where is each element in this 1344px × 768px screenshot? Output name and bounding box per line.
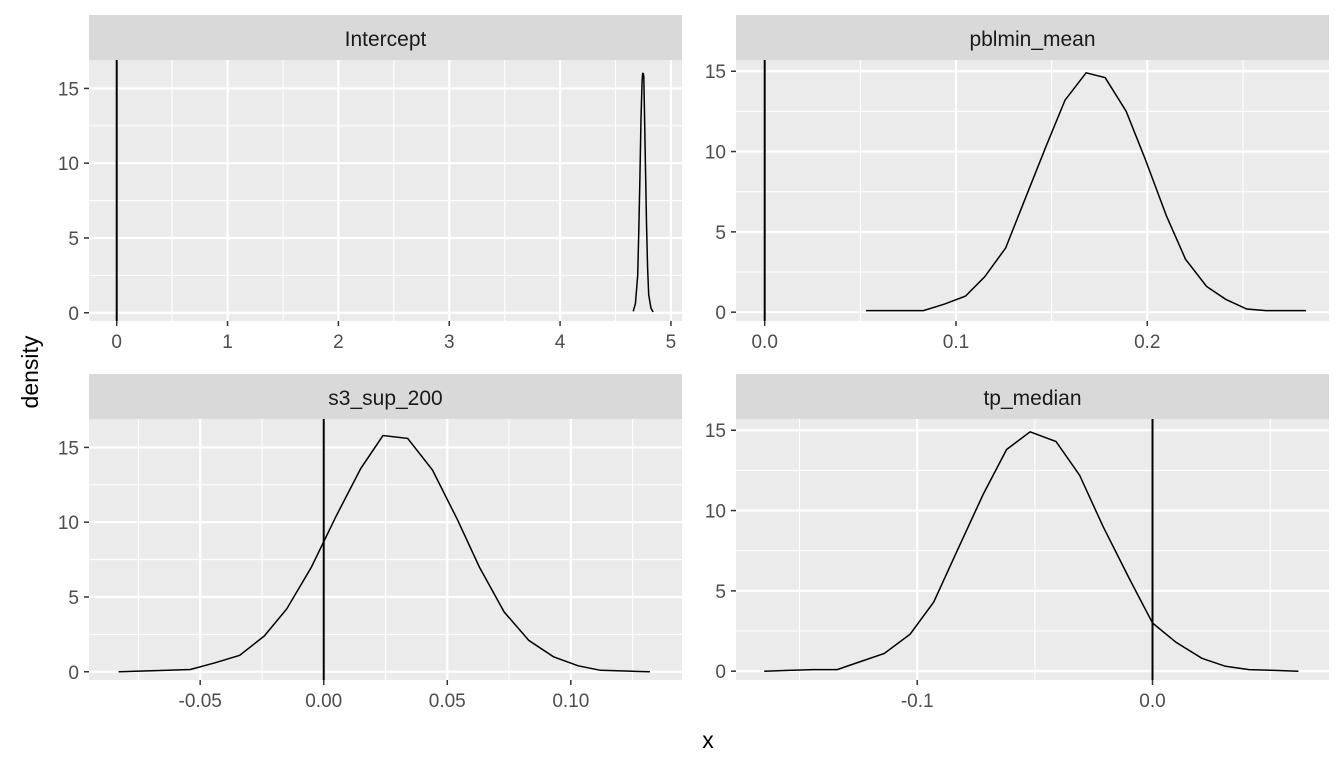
y-tick-label: 0 (715, 662, 726, 683)
facet-strip (736, 374, 1329, 419)
y-tick-label: 5 (68, 588, 79, 609)
density-curve-0 (118, 434, 650, 673)
density-curve-0 (632, 72, 654, 313)
facet-strip-label: s3_sup_200 (328, 387, 442, 410)
x-tick-label: 4 (555, 332, 566, 353)
x-tick-label: 1 (222, 332, 233, 353)
y-tick-label: 0 (68, 663, 79, 684)
x-tick-label: 0.05 (429, 691, 466, 712)
panel-background (89, 60, 682, 321)
y-tick-label: 15 (705, 421, 726, 442)
panel-background (736, 419, 1329, 680)
density-curve-0 (866, 71, 1306, 312)
y-tick-label: 10 (58, 513, 79, 534)
y-tick-label: 10 (705, 143, 726, 164)
y-tick-label: 5 (715, 582, 726, 603)
facet-strip (736, 15, 1329, 60)
x-tick-label: 0.2 (1134, 332, 1160, 353)
y-tick-label: 10 (58, 154, 79, 175)
facet-strip (89, 374, 682, 419)
x-tick-label: 0.0 (1139, 691, 1165, 712)
x-tick-label: 0.1 (943, 332, 969, 353)
density-curve-0 (764, 430, 1299, 672)
x-tick-label: 3 (444, 332, 455, 353)
y-tick-label: 0 (715, 303, 726, 324)
y-tick-label: 5 (715, 223, 726, 244)
panel-background (736, 60, 1329, 321)
y-tick-label: 0 (68, 304, 79, 325)
y-axis-title: density (17, 335, 43, 408)
facet-strip-label: pblmin_mean (969, 28, 1095, 51)
x-tick-label: 5 (666, 332, 677, 353)
facet-panel-2: s3_sup_200 0 5 10 15 -0.05 0.00 0.05 0.10 (58, 374, 682, 712)
x-tick-label: -0.05 (179, 691, 222, 712)
y-tick-label: 15 (58, 79, 79, 100)
facet-strip-label: Intercept (345, 28, 427, 51)
x-tick-label: 0.0 (751, 332, 777, 353)
facet-panel-3: tp_median 0 5 10 15 -0.1 0.0 (705, 374, 1329, 712)
y-tick-label: 10 (705, 502, 726, 523)
x-tick-label: 2 (333, 332, 344, 353)
facet-panel-1: pblmin_mean 0 5 10 15 0.0 0.1 0.2 (705, 15, 1329, 353)
facet-strip-label: tp_median (983, 387, 1081, 410)
y-tick-label: 15 (58, 438, 79, 459)
facet-panel-0: Intercept 0 5 10 15 0 1 2 3 4 5 (58, 15, 682, 353)
x-tick-label: -0.1 (901, 691, 934, 712)
x-tick-label: 0.00 (305, 691, 342, 712)
x-tick-label: 0 (111, 332, 122, 353)
x-tick-label: 0.10 (552, 691, 589, 712)
x-axis-title: x (702, 727, 714, 753)
facet-strip (89, 15, 682, 60)
y-tick-label: 5 (68, 229, 79, 250)
y-tick-label: 15 (705, 62, 726, 83)
